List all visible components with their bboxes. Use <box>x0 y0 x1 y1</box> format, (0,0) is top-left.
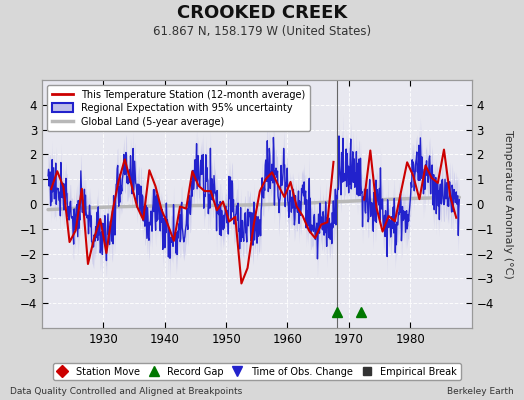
Text: 61.867 N, 158.179 W (United States): 61.867 N, 158.179 W (United States) <box>153 25 371 38</box>
Text: Berkeley Earth: Berkeley Earth <box>447 387 514 396</box>
Text: CROOKED CREEK: CROOKED CREEK <box>177 4 347 22</box>
Text: Data Quality Controlled and Aligned at Breakpoints: Data Quality Controlled and Aligned at B… <box>10 387 243 396</box>
Legend: Station Move, Record Gap, Time of Obs. Change, Empirical Break: Station Move, Record Gap, Time of Obs. C… <box>53 363 461 380</box>
Y-axis label: Temperature Anomaly (°C): Temperature Anomaly (°C) <box>503 130 514 278</box>
